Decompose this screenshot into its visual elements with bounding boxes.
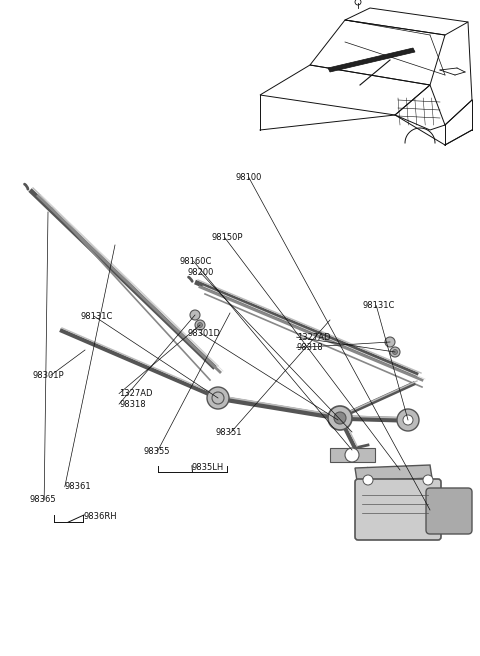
Circle shape [385, 337, 395, 347]
Circle shape [197, 323, 203, 327]
Circle shape [212, 392, 224, 404]
Text: 98100: 98100 [235, 173, 262, 182]
Text: 98318: 98318 [119, 400, 145, 409]
Text: 98355: 98355 [144, 447, 170, 456]
Text: 98200: 98200 [187, 268, 214, 277]
Text: 98301P: 98301P [33, 371, 64, 380]
Text: 98365: 98365 [30, 495, 56, 504]
Polygon shape [328, 48, 415, 72]
Circle shape [345, 448, 359, 462]
Circle shape [403, 415, 413, 425]
Text: 9835LH: 9835LH [192, 462, 224, 472]
Text: 98361: 98361 [65, 482, 91, 491]
Circle shape [334, 412, 346, 424]
Polygon shape [330, 448, 375, 462]
Circle shape [208, 388, 228, 408]
Text: 9836RH: 9836RH [84, 512, 118, 522]
Circle shape [423, 475, 433, 485]
Text: 98318: 98318 [297, 343, 323, 352]
FancyBboxPatch shape [426, 488, 472, 534]
Circle shape [195, 320, 205, 330]
Text: 98301D: 98301D [187, 329, 220, 338]
Text: 98131C: 98131C [81, 312, 113, 321]
Circle shape [213, 393, 223, 403]
Text: 1327AD: 1327AD [297, 333, 330, 342]
Text: 1327AD: 1327AD [119, 389, 153, 398]
Circle shape [190, 310, 200, 320]
Text: 98351: 98351 [216, 428, 242, 438]
Text: 98160C: 98160C [180, 256, 212, 266]
Circle shape [363, 475, 373, 485]
Text: 98150P: 98150P [211, 233, 243, 242]
FancyBboxPatch shape [355, 479, 441, 540]
Circle shape [328, 406, 352, 430]
Polygon shape [355, 465, 432, 481]
Text: 98131C: 98131C [363, 301, 395, 310]
Circle shape [390, 347, 400, 357]
Circle shape [213, 393, 223, 403]
Circle shape [397, 409, 419, 431]
Circle shape [207, 387, 229, 409]
Circle shape [393, 350, 397, 354]
